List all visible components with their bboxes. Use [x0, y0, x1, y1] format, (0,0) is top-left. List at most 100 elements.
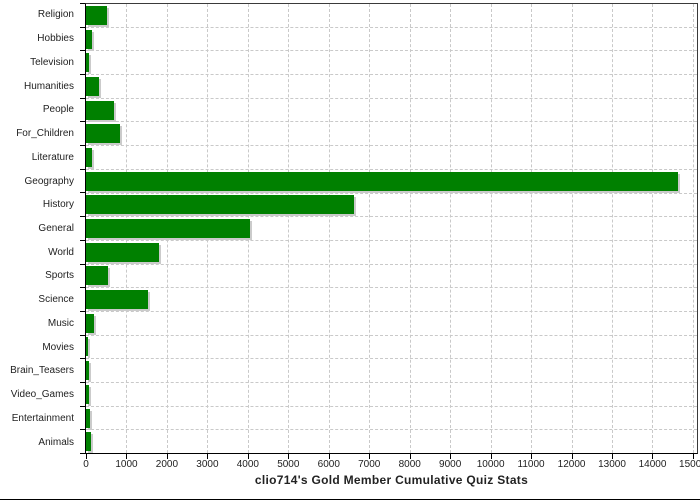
bar-movies	[86, 337, 89, 357]
x-axis-tick	[126, 454, 128, 459]
y-axis-tick	[80, 97, 85, 99]
x-axis-tick	[247, 454, 249, 459]
y-axis-tick	[80, 358, 85, 360]
bar-row	[86, 194, 697, 218]
value-gridline	[490, 4, 492, 453]
y-axis-tick	[80, 121, 85, 123]
x-axis-tick	[571, 454, 573, 459]
y-axis-tick	[80, 405, 85, 407]
value-gridline	[612, 4, 614, 453]
y-axis-tick	[80, 381, 85, 383]
bar-row	[86, 146, 697, 170]
category-label: People	[42, 104, 74, 116]
x-axis-tick-label: 12000	[557, 459, 586, 470]
bar-music	[86, 313, 95, 333]
y-axis-tick	[80, 192, 85, 194]
x-axis-tick	[328, 454, 330, 459]
x-axis-tick-label: 15000	[679, 459, 700, 470]
x-axis-tick-label: 3000	[196, 459, 219, 470]
value-gridline	[328, 4, 330, 453]
category-label: Animals	[38, 436, 74, 448]
bar-row	[86, 359, 697, 383]
category-label: General	[38, 222, 74, 234]
value-gridline	[652, 4, 654, 453]
bar-row	[86, 265, 697, 289]
bar-row	[86, 170, 697, 194]
bar-for_children	[86, 124, 120, 144]
y-axis-tick	[80, 263, 85, 265]
x-axis-tick-label: 2000	[155, 459, 179, 470]
category-label: Religion	[37, 9, 74, 21]
y-axis-tick	[80, 50, 85, 52]
category-label: Brain_Teasers	[10, 365, 74, 377]
bar-literature	[86, 147, 92, 167]
y-axis-category-labels: Religion Hobbies Television Humanities Peopl…	[0, 3, 80, 454]
x-axis-tick-label: 1000	[115, 459, 138, 470]
x-axis-tick	[531, 454, 533, 459]
category-label: Geography	[24, 175, 74, 187]
y-axis-tick	[80, 310, 85, 312]
y-axis-tick	[80, 239, 85, 241]
bar-hobbies	[86, 29, 92, 49]
bar-geography	[86, 171, 679, 191]
y-axis-tick	[80, 168, 85, 170]
x-axis-tick	[166, 454, 168, 459]
x-axis-tick-label: 8000	[398, 459, 421, 470]
bar-religion	[86, 5, 108, 25]
y-axis-tick	[80, 3, 85, 4]
x-axis-tick-label: 4000	[236, 459, 259, 470]
bar-row	[86, 75, 697, 99]
x-axis-tick	[369, 454, 371, 459]
category-label: Science	[38, 294, 74, 306]
bar-history	[86, 195, 354, 215]
x-axis-tick-label: 13000	[598, 459, 626, 470]
category-label: For_Children	[16, 128, 74, 140]
x-axis-tick-label: 10000	[476, 459, 505, 470]
x-axis-tick	[288, 454, 290, 459]
y-axis-tick	[80, 429, 85, 431]
y-axis-tick	[80, 74, 85, 76]
category-label: World	[48, 246, 74, 258]
y-axis-tick	[80, 145, 85, 147]
x-axis-tick-label: 11000	[517, 459, 545, 470]
bar-science	[86, 290, 148, 310]
x-axis-tick-label: 7000	[358, 459, 381, 470]
bar-animals	[86, 432, 92, 452]
x-axis-tick	[490, 454, 492, 459]
value-gridline	[450, 4, 452, 453]
category-label: Television	[30, 56, 74, 68]
category-label: Entertainment	[11, 412, 74, 424]
x-axis-tick	[612, 454, 614, 459]
x-axis-tick	[409, 454, 411, 459]
category-label: Humanities	[23, 80, 74, 92]
plot-area	[85, 3, 698, 454]
y-axis-tick	[80, 334, 85, 336]
x-axis-tick	[207, 454, 209, 459]
bar-row	[86, 99, 697, 123]
x-axis-tick-label: 0	[83, 459, 89, 470]
bar-video_games	[86, 384, 89, 404]
bar-humanities	[86, 76, 100, 96]
bar-row	[86, 430, 697, 453]
bar-row	[86, 51, 697, 76]
y-axis-tick	[80, 453, 85, 454]
bar-row	[86, 241, 697, 265]
bar-row	[86, 122, 697, 147]
value-gridline	[692, 4, 694, 453]
bar-row	[86, 336, 697, 360]
bar-row	[86, 4, 697, 28]
x-axis-tick-label: 14000	[638, 459, 667, 470]
bar-row	[86, 312, 697, 336]
x-axis-tick-label: 5000	[277, 459, 300, 470]
y-axis-tick	[80, 287, 85, 289]
bar-television	[86, 53, 90, 73]
category-label: Sports	[45, 270, 74, 282]
bar-entertainment	[86, 408, 91, 428]
value-gridline	[409, 4, 411, 453]
bar-row	[86, 288, 697, 312]
category-label: History	[42, 199, 74, 211]
bar-row	[86, 407, 697, 431]
bar-brain_teasers	[86, 361, 90, 381]
category-label: Video_Games	[10, 389, 74, 401]
